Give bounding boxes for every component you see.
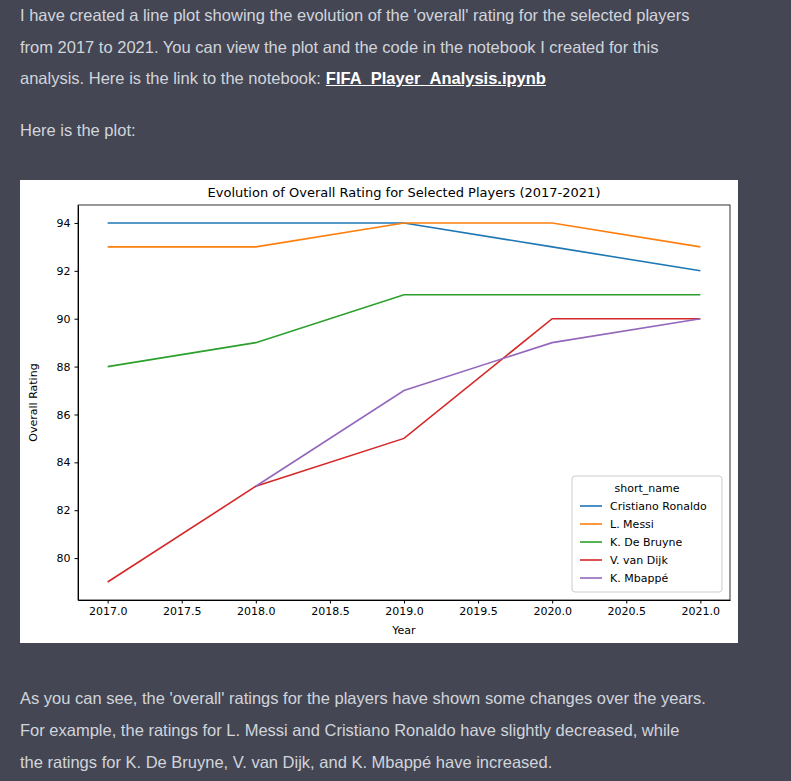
x-tick-label: 2017.0 xyxy=(89,605,128,618)
y-tick-label: 82 xyxy=(57,504,71,517)
x-tick-label: 2020.5 xyxy=(608,605,647,618)
y-tick-label: 80 xyxy=(57,552,71,565)
y-tick-label: 86 xyxy=(57,408,71,421)
x-tick-mark xyxy=(108,600,109,604)
legend: short_name Cristiano Ronaldo L. Messi K. De… xyxy=(572,476,722,592)
legend-item: L. Messi xyxy=(580,518,654,531)
y-tick-label: 92 xyxy=(57,265,71,278)
y-tick: 86 xyxy=(57,408,79,421)
plot-frame xyxy=(78,205,730,600)
x-tick-label: 2020.0 xyxy=(533,605,572,618)
legend-swatch xyxy=(580,505,602,507)
y-tick: 92 xyxy=(57,265,79,278)
x-tick: 2017.5 xyxy=(163,600,202,618)
series-line xyxy=(108,319,701,582)
x-tick-mark xyxy=(256,600,257,604)
y-tick-label: 84 xyxy=(57,456,71,469)
x-axis-title: Year xyxy=(391,624,416,637)
chart-title: Evolution of Overall Rating for Selected… xyxy=(208,185,601,200)
x-tick-mark xyxy=(182,600,183,604)
series-line xyxy=(108,223,701,271)
y-tick-mark xyxy=(75,223,79,224)
y-tick: 94 xyxy=(57,217,79,230)
legend-box xyxy=(572,476,722,592)
y-tick-mark xyxy=(75,510,79,511)
intro-text: analysis. Here is the link to the notebo… xyxy=(20,69,321,87)
y-tick: 82 xyxy=(57,504,79,517)
y-axis-title: Overall Rating xyxy=(27,363,40,441)
x-tick: 2020.5 xyxy=(608,600,647,618)
x-tick-label: 2018.5 xyxy=(311,605,350,618)
y-tick-mark xyxy=(75,462,79,463)
x-tick-mark xyxy=(700,600,701,604)
y-tick-mark xyxy=(75,367,79,368)
x-tick: 2017.0 xyxy=(89,600,128,618)
conclusion-line: As you can see, the 'overall' ratings fo… xyxy=(20,686,706,710)
y-tick: 84 xyxy=(57,456,79,469)
x-tick: 2018.5 xyxy=(311,600,350,618)
x-tick-mark xyxy=(330,600,331,604)
conclusion-line: the ratings for K. De Bruyne, V. van Dij… xyxy=(20,750,552,774)
legend-label: K. Mbappé xyxy=(610,572,668,585)
x-tick-mark xyxy=(626,600,627,604)
x-tick-label: 2017.5 xyxy=(163,605,202,618)
legend-swatch xyxy=(580,577,602,579)
legend-item: Cristiano Ronaldo xyxy=(580,500,707,513)
conclusion-line: For example, the ratings for L. Messi an… xyxy=(20,718,679,742)
legend-item: K. Mbappé xyxy=(580,572,668,585)
series-line xyxy=(256,319,701,487)
legend-label: L. Messi xyxy=(610,518,654,531)
chart: 2017.0 2017.5 2018.0 2018.5 2019.0 2019.5 2020… xyxy=(20,180,738,643)
x-tick: 2020.0 xyxy=(533,600,572,618)
intro-line: from 2017 to 2021. You can view the plot… xyxy=(20,35,658,59)
legend-swatch xyxy=(580,541,602,543)
intro-line: I have created a line plot showing the e… xyxy=(20,3,689,27)
series-line xyxy=(108,295,701,367)
x-tick: 2019.0 xyxy=(385,600,424,618)
legend-label: K. De Bruyne xyxy=(610,536,682,549)
y-axis: 80 82 84 86 88 90 92 94 xyxy=(57,206,79,601)
legend-swatch xyxy=(580,559,602,561)
y-tick-mark xyxy=(75,558,79,559)
x-tick-label: 2019.0 xyxy=(385,605,424,618)
x-tick: 2019.5 xyxy=(459,600,498,618)
legend-item: V. van Dijk xyxy=(580,554,668,567)
x-tick-mark xyxy=(552,600,553,604)
legend-label: Cristiano Ronaldo xyxy=(610,500,707,513)
x-tick: 2021.0 xyxy=(682,600,721,618)
y-tick-label: 94 xyxy=(57,217,71,230)
legend-label: V. van Dijk xyxy=(610,554,668,567)
x-tick-mark xyxy=(478,600,479,604)
y-tick-label: 88 xyxy=(57,361,71,374)
legend-swatch xyxy=(580,523,602,525)
y-tick: 90 xyxy=(57,313,79,326)
y-tick: 80 xyxy=(57,552,79,565)
notebook-link[interactable]: FIFA_Player_Analysis.ipynb xyxy=(326,69,546,87)
x-tick-label: 2019.5 xyxy=(459,605,498,618)
plot-lines xyxy=(108,223,701,582)
y-tick-mark xyxy=(75,271,79,272)
intro-text: I have created a line plot showing the e… xyxy=(20,6,689,24)
x-tick: 2018.0 xyxy=(237,600,276,618)
y-tick-mark xyxy=(75,319,79,320)
x-tick-label: 2018.0 xyxy=(237,605,276,618)
intro-text: from 2017 to 2021. You can view the plot… xyxy=(20,38,658,56)
y-tick-label: 90 xyxy=(57,313,71,326)
intro-line: analysis. Here is the link to the notebo… xyxy=(20,66,546,90)
x-axis: 2017.0 2017.5 2018.0 2018.5 2019.0 2019.5 2020… xyxy=(79,600,731,618)
x-tick-label: 2021.0 xyxy=(682,605,721,618)
legend-title: short_name xyxy=(615,482,680,495)
y-axis-line xyxy=(78,206,79,601)
y-tick: 88 xyxy=(57,361,79,374)
y-tick-mark xyxy=(75,414,79,415)
series-line xyxy=(108,223,701,247)
x-tick-mark xyxy=(404,600,405,604)
plot-intro: Here is the plot: xyxy=(20,118,136,142)
legend-item: K. De Bruyne xyxy=(580,536,682,549)
